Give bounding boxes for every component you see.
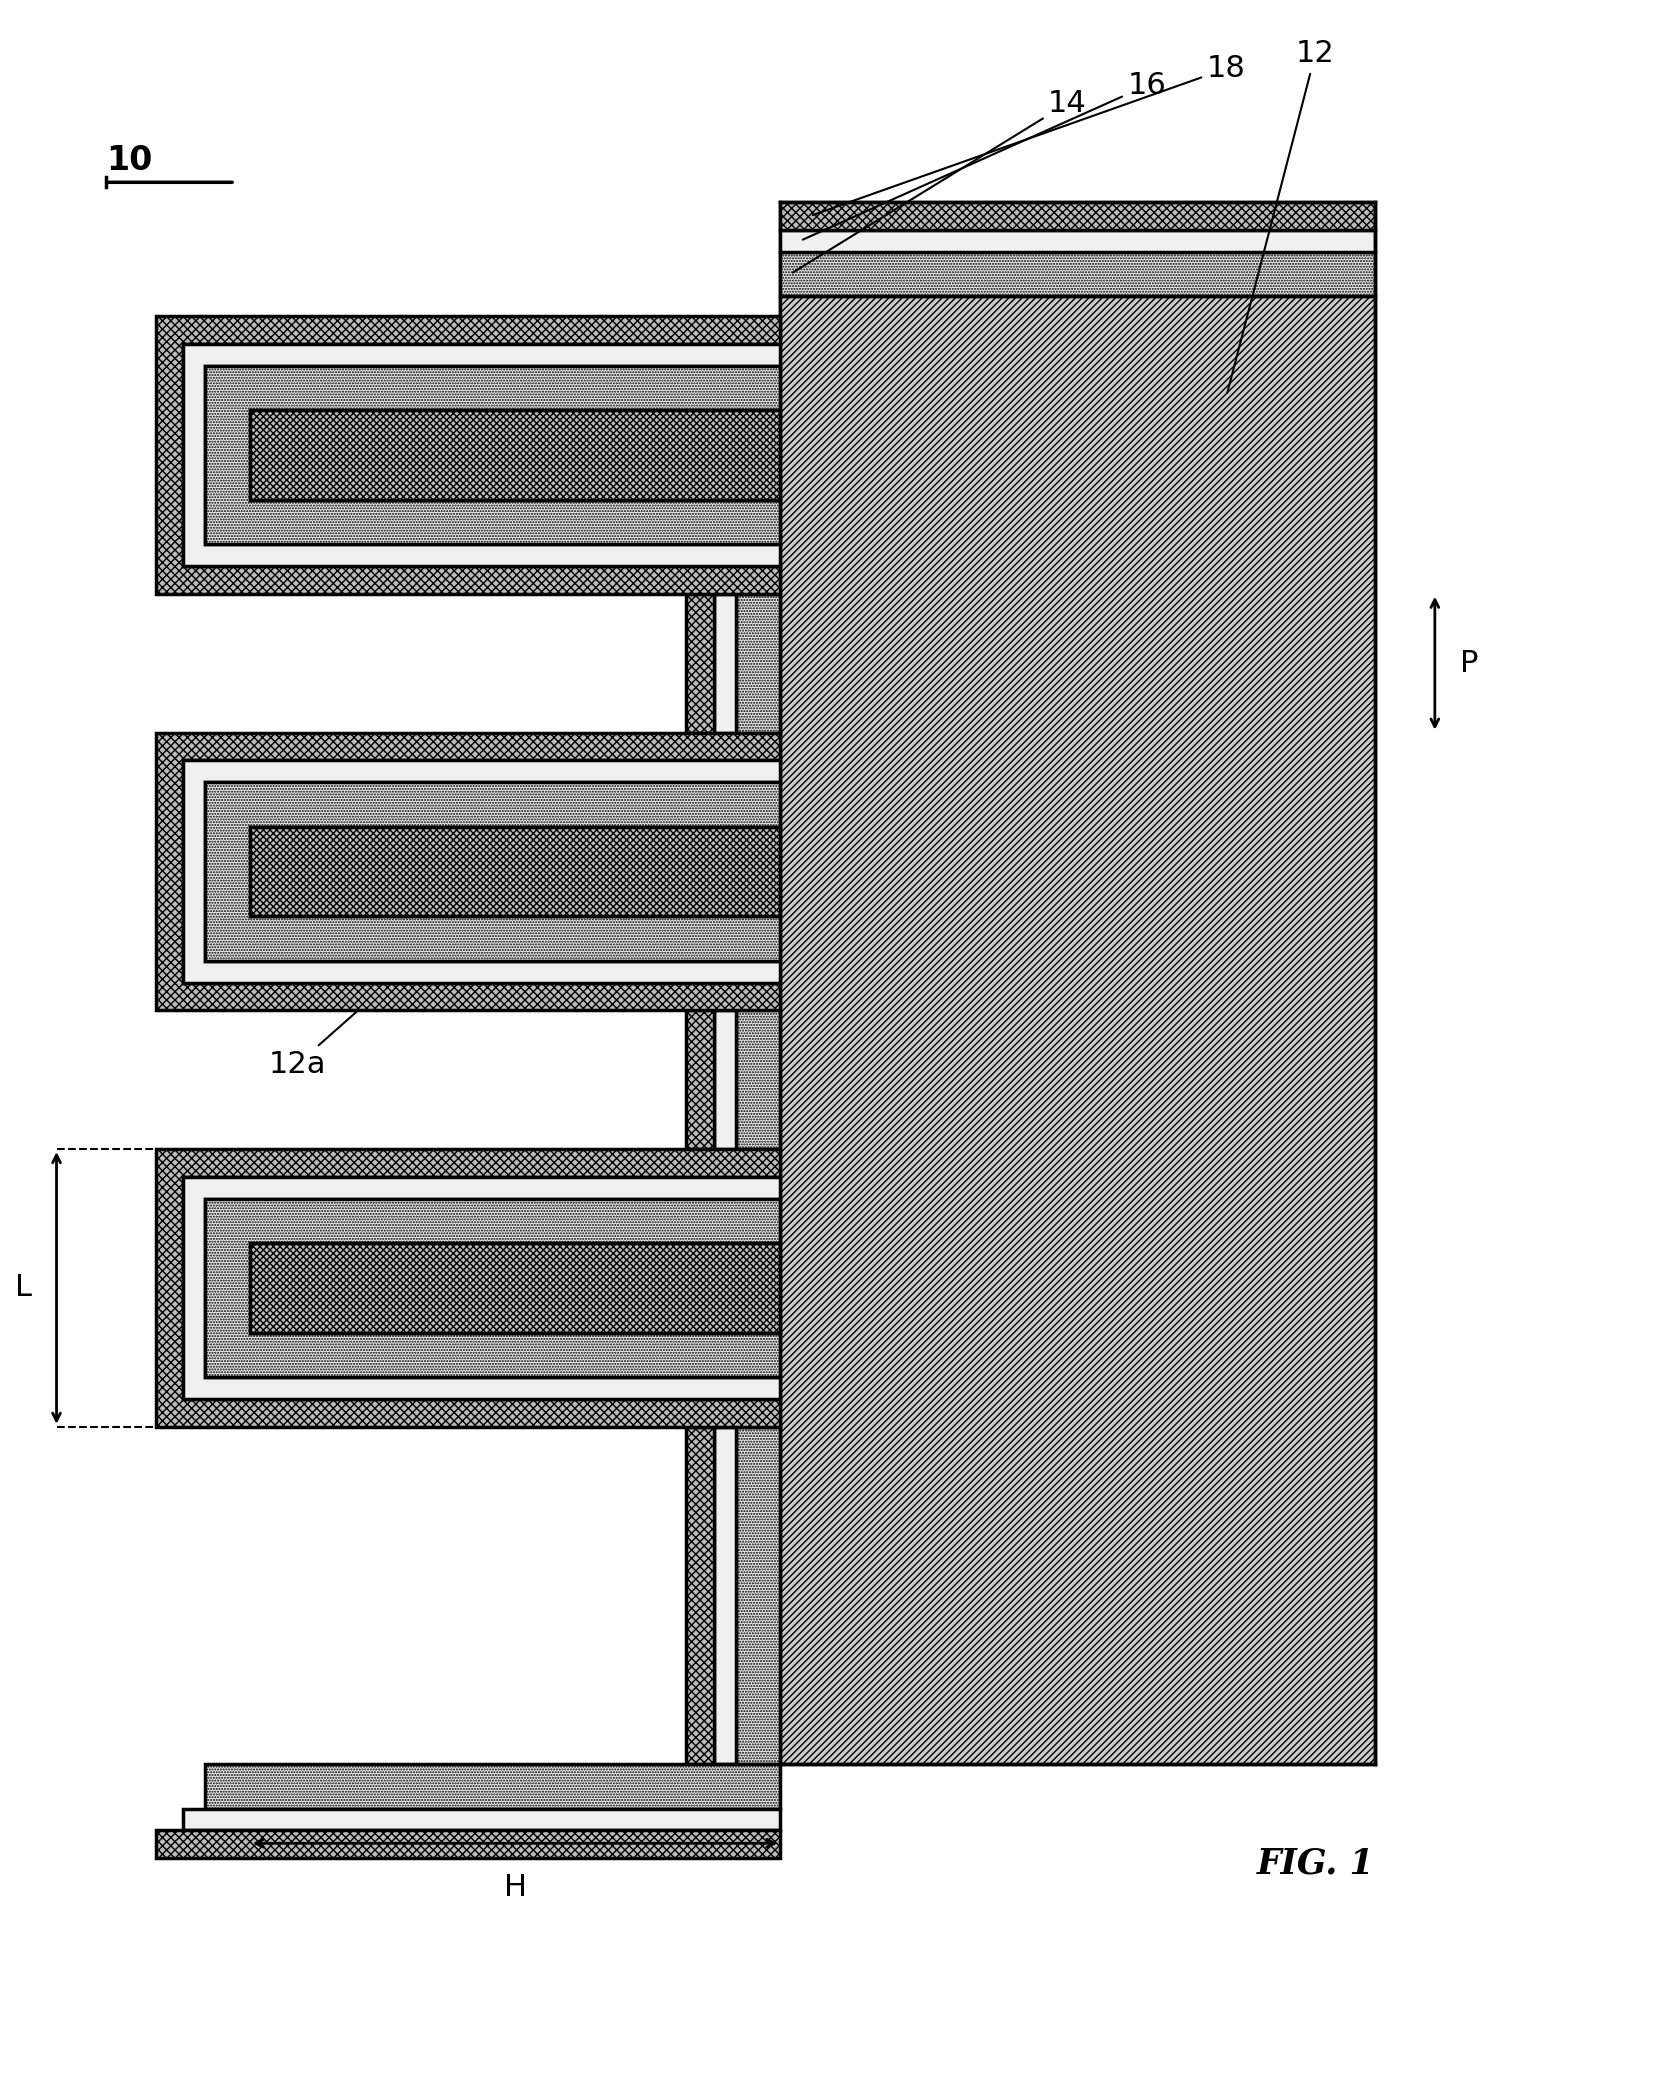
Bar	[714, 1009, 736, 1150]
Bar	[155, 1831, 780, 1858]
Text: 14: 14	[793, 90, 1088, 272]
Text: 18: 18	[813, 54, 1246, 215]
Polygon shape	[155, 734, 780, 1009]
Bar	[736, 1009, 780, 1150]
Bar	[250, 410, 780, 500]
Polygon shape	[205, 1200, 780, 1377]
Text: 16: 16	[803, 71, 1167, 240]
Polygon shape	[205, 782, 780, 961]
Polygon shape	[155, 316, 780, 594]
Bar	[250, 1244, 780, 1333]
Bar	[686, 1009, 714, 1150]
Text: FIG. 1: FIG. 1	[1256, 1845, 1375, 1881]
Bar	[205, 1764, 780, 1808]
Polygon shape	[183, 345, 780, 566]
Polygon shape	[183, 1177, 780, 1398]
Bar	[780, 297, 1375, 1764]
Bar	[736, 594, 780, 734]
Bar	[714, 594, 736, 734]
Bar	[250, 828, 780, 915]
Bar	[780, 230, 1375, 251]
Text: 12: 12	[1227, 40, 1334, 393]
Bar	[714, 1427, 736, 1764]
Text: P: P	[1460, 648, 1478, 677]
Text: H: H	[504, 1873, 527, 1902]
Polygon shape	[205, 366, 780, 543]
Text: L: L	[15, 1273, 31, 1302]
Bar	[686, 594, 714, 734]
Text: 12a: 12a	[268, 874, 512, 1078]
Bar	[686, 1427, 714, 1764]
Bar	[736, 1427, 780, 1764]
Bar	[183, 1808, 780, 1831]
Text: 10: 10	[106, 144, 152, 178]
Polygon shape	[155, 1150, 780, 1427]
Polygon shape	[183, 761, 780, 982]
Bar	[780, 203, 1375, 230]
Bar	[780, 251, 1375, 297]
